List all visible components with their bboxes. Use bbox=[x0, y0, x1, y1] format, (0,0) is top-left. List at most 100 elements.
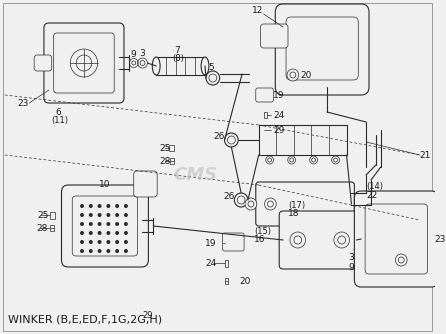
Circle shape bbox=[107, 222, 110, 226]
Ellipse shape bbox=[201, 57, 209, 75]
Circle shape bbox=[206, 71, 219, 85]
FancyBboxPatch shape bbox=[279, 211, 360, 269]
Circle shape bbox=[332, 156, 339, 164]
Text: 20: 20 bbox=[301, 70, 312, 79]
Text: 9: 9 bbox=[131, 49, 136, 58]
Text: (8): (8) bbox=[172, 53, 184, 62]
Circle shape bbox=[290, 232, 306, 248]
Circle shape bbox=[115, 222, 119, 226]
Bar bbox=[264, 127, 268, 133]
Circle shape bbox=[124, 213, 128, 217]
Text: 24: 24 bbox=[205, 259, 216, 268]
Text: 3: 3 bbox=[348, 253, 354, 262]
Circle shape bbox=[89, 240, 93, 244]
Text: 19: 19 bbox=[273, 91, 285, 100]
Text: 10: 10 bbox=[99, 179, 111, 188]
Circle shape bbox=[124, 222, 128, 226]
Text: 23: 23 bbox=[434, 234, 446, 243]
Circle shape bbox=[80, 249, 84, 253]
Circle shape bbox=[107, 240, 110, 244]
Text: (11): (11) bbox=[51, 116, 68, 125]
Text: 23: 23 bbox=[17, 99, 29, 108]
Circle shape bbox=[395, 254, 407, 266]
Text: WINKER (B,E,ED,F,1G,2G,H): WINKER (B,E,ED,F,1G,2G,H) bbox=[8, 315, 162, 325]
FancyBboxPatch shape bbox=[54, 33, 114, 93]
Circle shape bbox=[98, 231, 102, 235]
Bar bbox=[224, 260, 228, 267]
FancyBboxPatch shape bbox=[34, 55, 52, 71]
Circle shape bbox=[80, 213, 84, 217]
Circle shape bbox=[98, 204, 102, 208]
Text: 22: 22 bbox=[366, 190, 377, 199]
Text: 29: 29 bbox=[143, 311, 153, 320]
Circle shape bbox=[80, 231, 84, 235]
Bar bbox=[50, 225, 54, 231]
Circle shape bbox=[115, 213, 119, 217]
Bar bbox=[224, 278, 228, 284]
Circle shape bbox=[107, 204, 110, 208]
Text: 6: 6 bbox=[56, 108, 62, 117]
Text: 25: 25 bbox=[159, 144, 170, 153]
Bar bbox=[170, 158, 174, 164]
Text: 28: 28 bbox=[159, 157, 170, 166]
Circle shape bbox=[89, 213, 93, 217]
Text: CMS: CMS bbox=[173, 166, 217, 184]
Circle shape bbox=[334, 232, 350, 248]
Circle shape bbox=[115, 249, 119, 253]
Circle shape bbox=[245, 198, 257, 210]
Text: 26: 26 bbox=[214, 132, 225, 141]
Text: 16: 16 bbox=[254, 234, 265, 243]
Circle shape bbox=[124, 249, 128, 253]
Circle shape bbox=[98, 222, 102, 226]
Circle shape bbox=[310, 156, 318, 164]
Circle shape bbox=[80, 222, 84, 226]
Circle shape bbox=[98, 249, 102, 253]
Ellipse shape bbox=[152, 57, 160, 75]
Bar bbox=[264, 112, 268, 118]
Circle shape bbox=[234, 193, 248, 207]
Text: 26: 26 bbox=[223, 191, 235, 200]
Circle shape bbox=[288, 156, 296, 164]
FancyBboxPatch shape bbox=[365, 204, 428, 274]
Circle shape bbox=[266, 156, 273, 164]
Circle shape bbox=[115, 204, 119, 208]
Circle shape bbox=[89, 231, 93, 235]
Circle shape bbox=[124, 240, 128, 244]
Text: 18: 18 bbox=[288, 208, 299, 217]
FancyBboxPatch shape bbox=[44, 23, 124, 103]
Circle shape bbox=[89, 222, 93, 226]
FancyBboxPatch shape bbox=[134, 171, 157, 197]
Circle shape bbox=[80, 204, 84, 208]
Circle shape bbox=[115, 240, 119, 244]
Bar bbox=[259, 125, 347, 155]
FancyBboxPatch shape bbox=[256, 182, 355, 226]
Circle shape bbox=[107, 231, 110, 235]
Circle shape bbox=[89, 249, 93, 253]
Bar bbox=[50, 211, 55, 218]
Text: 24: 24 bbox=[273, 111, 285, 120]
Text: (15): (15) bbox=[254, 226, 271, 235]
Text: (17): (17) bbox=[288, 200, 305, 209]
Circle shape bbox=[107, 213, 110, 217]
Circle shape bbox=[287, 69, 299, 81]
Text: 21: 21 bbox=[420, 151, 431, 160]
FancyBboxPatch shape bbox=[223, 233, 244, 251]
Circle shape bbox=[115, 231, 119, 235]
Text: 9: 9 bbox=[348, 263, 354, 272]
Circle shape bbox=[98, 213, 102, 217]
Circle shape bbox=[124, 231, 128, 235]
Text: 5: 5 bbox=[208, 62, 214, 71]
FancyBboxPatch shape bbox=[260, 24, 288, 48]
FancyBboxPatch shape bbox=[62, 185, 149, 267]
Circle shape bbox=[224, 133, 238, 147]
Circle shape bbox=[107, 249, 110, 253]
Text: 28: 28 bbox=[36, 223, 47, 232]
Text: (14): (14) bbox=[366, 181, 383, 190]
Text: 7: 7 bbox=[174, 45, 180, 54]
FancyBboxPatch shape bbox=[355, 191, 438, 287]
Text: 20: 20 bbox=[239, 277, 251, 286]
FancyBboxPatch shape bbox=[286, 17, 358, 80]
Bar bbox=[169, 145, 174, 151]
Circle shape bbox=[80, 240, 84, 244]
Bar bbox=[156, 57, 205, 75]
